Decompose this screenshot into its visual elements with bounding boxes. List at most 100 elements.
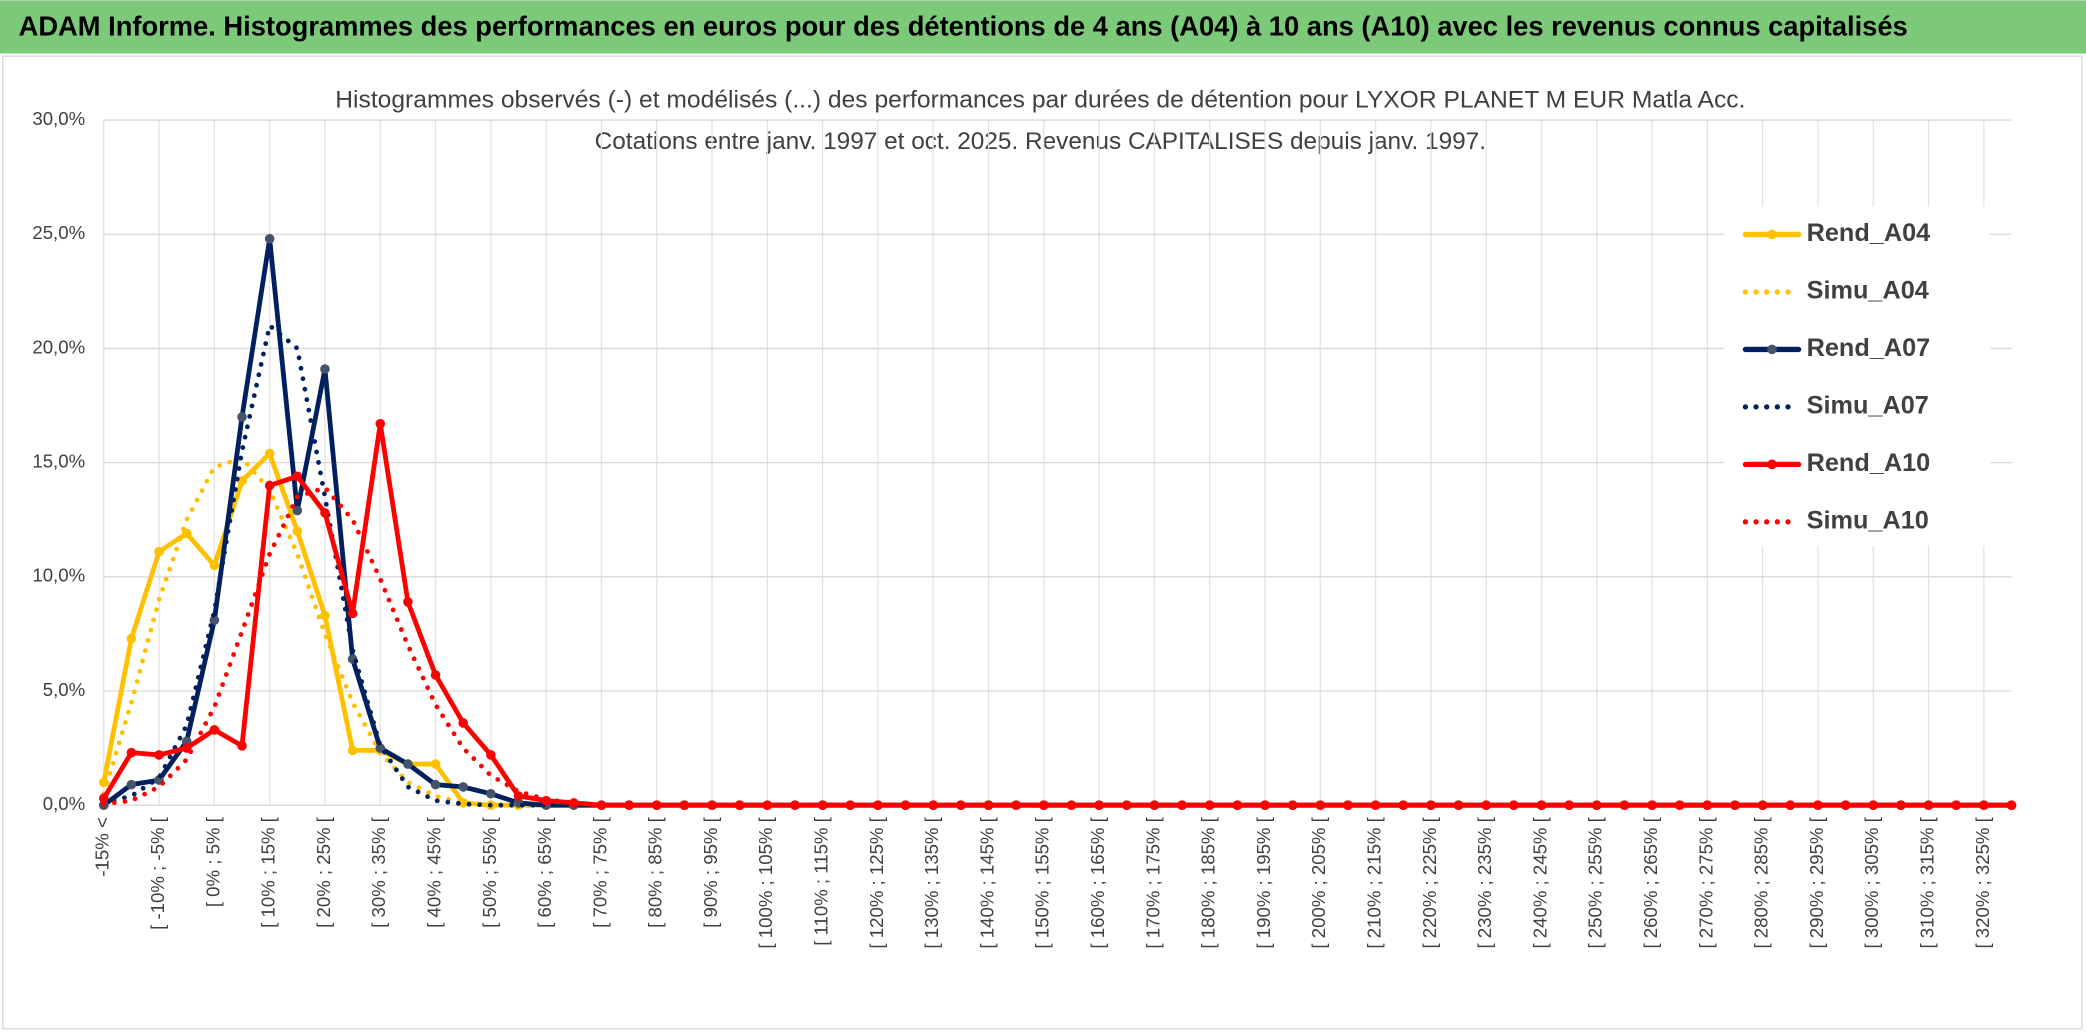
point-marker xyxy=(1730,800,1740,810)
x-tick-label: [ 160% ; 165% [ xyxy=(1087,816,1108,948)
x-tick-label: [ 90% ; 95% [ xyxy=(700,816,721,928)
x-tick-label: -15% < xyxy=(92,817,113,876)
point-marker xyxy=(264,480,275,491)
y-tick-label: 5,0% xyxy=(43,679,85,700)
point-marker xyxy=(513,791,524,801)
point-marker xyxy=(126,779,137,790)
point-marker xyxy=(209,725,220,735)
point-marker xyxy=(320,610,330,621)
x-tick-label: [ 100% ; 105% [ xyxy=(755,816,776,948)
point-marker xyxy=(209,560,220,571)
point-marker xyxy=(1398,800,1409,810)
point-marker xyxy=(928,800,939,810)
point-marker xyxy=(403,759,413,769)
point-marker xyxy=(154,546,164,557)
x-tick-label: [ 70% ; 75% [ xyxy=(589,816,610,928)
x-tick-label: [ 270% ; 275% [ xyxy=(1695,816,1716,948)
point-marker xyxy=(762,800,773,810)
x-tick-label: [ 250% ; 255% [ xyxy=(1585,816,1606,948)
point-marker xyxy=(1813,800,1823,810)
point-marker xyxy=(1674,800,1685,810)
point-marker xyxy=(181,736,192,747)
x-tick-label: [ 190% ; 195% [ xyxy=(1253,816,1274,948)
legend-label: Rend_A07 xyxy=(1807,334,1931,362)
point-marker xyxy=(237,741,247,751)
point-marker xyxy=(458,782,468,792)
x-tick-label: [ 50% ; 55% [ xyxy=(479,816,500,928)
point-marker xyxy=(375,419,386,429)
point-marker xyxy=(1343,800,1353,810)
point-marker xyxy=(568,798,579,808)
x-tick-label: [ 180% ; 185% [ xyxy=(1198,816,1219,948)
x-tick-label: [ 20% ; 25% [ xyxy=(313,816,334,928)
point-marker xyxy=(1481,800,1491,810)
point-marker xyxy=(430,779,441,790)
point-marker xyxy=(347,745,358,756)
y-tick-label: 0,0% xyxy=(43,793,85,814)
point-marker xyxy=(2006,800,2017,810)
x-tick-label: [ 130% ; 135% [ xyxy=(921,816,942,948)
point-marker xyxy=(237,412,247,422)
legend-marker xyxy=(1767,459,1777,470)
point-marker xyxy=(651,800,662,810)
y-tick-label: 10,0% xyxy=(32,565,85,586)
y-tick-label: 20,0% xyxy=(32,336,85,357)
point-marker xyxy=(403,597,413,607)
point-marker xyxy=(126,747,137,758)
header-bar xyxy=(0,0,2086,54)
chart-subtitle: Cotations entre janv. 1997 et oct. 2025.… xyxy=(595,128,1486,155)
point-marker xyxy=(1066,800,1077,810)
x-tick-label: [ 210% ; 215% [ xyxy=(1364,816,1385,948)
point-marker xyxy=(154,750,164,760)
point-marker xyxy=(98,793,109,804)
x-tick-label: [ 30% ; 35% [ xyxy=(368,816,389,928)
x-tick-label: [ 150% ; 155% [ xyxy=(1032,816,1053,948)
point-marker xyxy=(1868,800,1879,810)
legend-label: Simu_A10 xyxy=(1807,506,1929,534)
x-tick-label: [ 290% ; 295% [ xyxy=(1806,816,1827,948)
point-marker xyxy=(1536,800,1547,810)
x-tick-label: [ 60% ; 65% [ xyxy=(534,816,555,928)
point-marker xyxy=(375,743,386,753)
legend-label: Simu_A07 xyxy=(1807,392,1929,420)
y-tick-label: 25,0% xyxy=(32,222,85,243)
point-marker xyxy=(486,788,496,799)
legend-label: Rend_A04 xyxy=(1807,219,1931,247)
x-tick-label: [ 10% ; 15% [ xyxy=(258,816,279,928)
point-marker xyxy=(320,508,330,518)
x-tick-label: [ 320% ; 325% [ xyxy=(1972,816,1993,948)
point-marker xyxy=(1260,800,1270,810)
x-tick-label: [ 140% ; 145% [ xyxy=(976,816,997,948)
x-tick-label: [ 230% ; 235% [ xyxy=(1474,816,1495,948)
x-tick-label: [ 280% ; 285% [ xyxy=(1751,816,1772,948)
point-marker xyxy=(430,670,441,680)
point-marker xyxy=(347,608,358,619)
legend-marker xyxy=(1767,229,1777,240)
chart-border xyxy=(1,55,2083,1030)
x-tick-label: [ 110% ; 115% [ xyxy=(811,816,832,945)
point-marker xyxy=(1453,800,1464,810)
point-marker xyxy=(126,633,137,644)
legend-marker xyxy=(1767,344,1777,355)
point-marker xyxy=(458,718,468,728)
point-marker xyxy=(320,364,330,374)
point-marker xyxy=(707,800,717,810)
point-marker xyxy=(983,800,994,810)
legend-label: Rend_A10 xyxy=(1807,449,1931,477)
point-marker xyxy=(1619,800,1630,810)
point-marker xyxy=(430,759,441,769)
series-line xyxy=(101,485,2014,808)
x-tick-label: [ -10% ; -5% [ xyxy=(147,816,168,930)
x-tick-label: [ 260% ; 265% [ xyxy=(1640,816,1661,948)
point-marker xyxy=(292,505,303,516)
chart-title: Histogrammes observés (-) et modélisés (… xyxy=(335,87,1745,114)
point-marker xyxy=(790,800,800,810)
point-marker xyxy=(1951,800,1961,810)
point-marker xyxy=(1177,800,1187,810)
x-tick-label: [ 120% ; 125% [ xyxy=(866,816,887,948)
x-tick-label: [ 240% ; 245% [ xyxy=(1529,816,1550,948)
point-marker xyxy=(264,448,275,459)
point-marker xyxy=(1591,800,1602,810)
